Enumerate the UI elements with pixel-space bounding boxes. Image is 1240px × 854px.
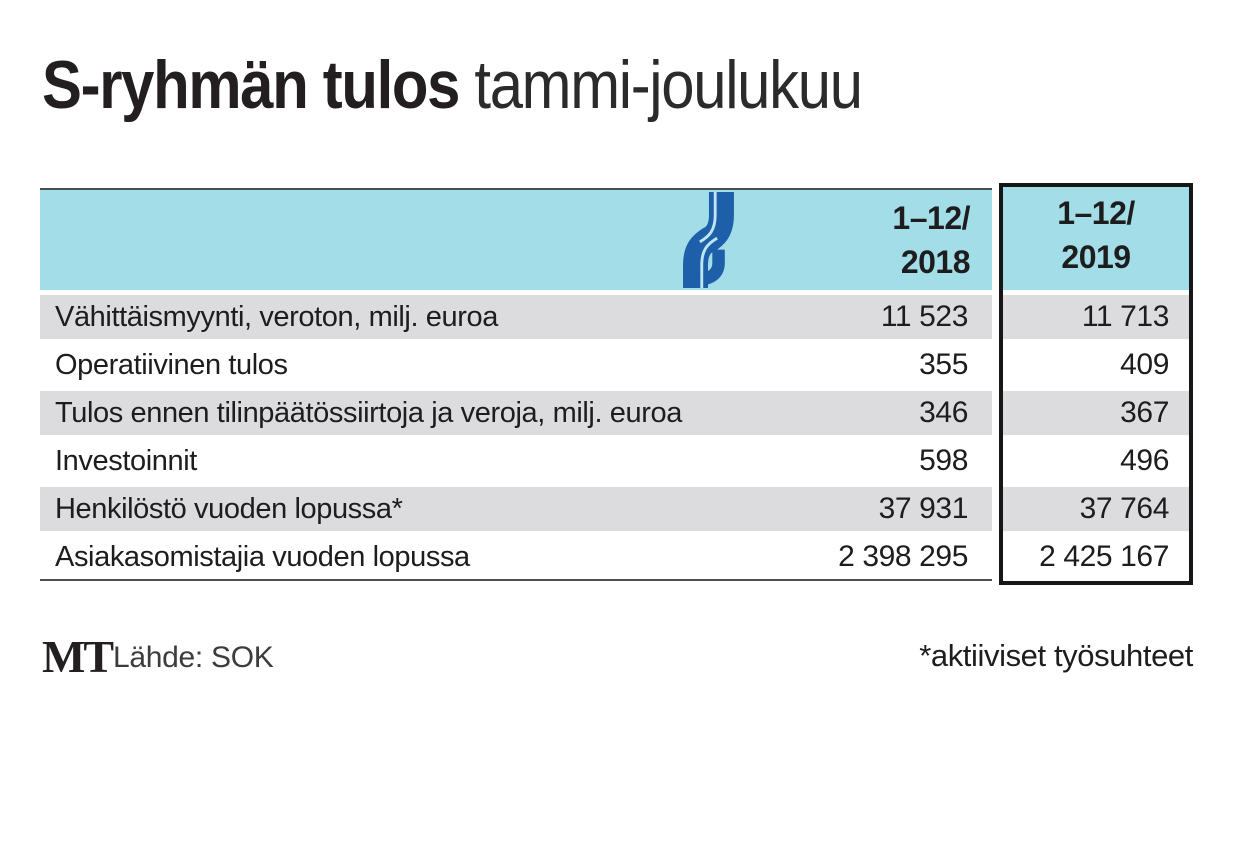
- value-2018: 11 523: [880, 300, 969, 333]
- column-2019-highlight-box: 1–12/ 2019 11 713 409 367 496 37 764 2 4…: [999, 183, 1193, 585]
- row-label: Tulos ennen tilinpäätössiirtoja ja veroj…: [55, 396, 682, 429]
- s-group-logo-icon: [683, 192, 734, 288]
- table-header-row: 1–12/ 2018: [40, 190, 992, 290]
- value-2018: 37 931: [878, 492, 969, 525]
- table-row: Asiakasomistajia vuoden lopussa 2 398 29…: [40, 535, 992, 579]
- value-2018: 355: [919, 348, 968, 381]
- results-table: 1–12/ 2018 Vähittäismyynti, veroton, mil…: [40, 183, 1193, 590]
- table-row: Tulos ennen tilinpäätössiirtoja ja veroj…: [40, 391, 992, 435]
- page-title: S-ryhmän tulos tammi-joulukuu: [42, 47, 863, 123]
- table-row: Vähittäismyynti, veroton, milj. euroa 11…: [40, 295, 992, 339]
- source-label: Lähde: SOK: [113, 641, 274, 674]
- row-label: Henkilöstö vuoden lopussa*: [55, 492, 403, 525]
- table-row: Henkilöstö vuoden lopussa* 37 931: [40, 487, 992, 531]
- row-label: Operatiivinen tulos: [55, 348, 288, 381]
- row-label: Investoinnit: [55, 444, 197, 477]
- table-row: Investoinnit 598: [40, 439, 992, 483]
- value-2019: 11 713: [1003, 295, 1189, 339]
- table-row: Operatiivinen tulos 355: [40, 343, 992, 387]
- column-header-2018: 1–12/ 2018: [892, 196, 970, 284]
- page-title-main: S-ryhmän tulos: [42, 47, 460, 123]
- value-2019: 37 764: [1003, 487, 1189, 531]
- value-2019: 409: [1120, 348, 1169, 381]
- column-header-2018-period: 1–12/: [892, 200, 970, 236]
- page-title-sub: tammi-joulukuu: [459, 47, 863, 123]
- value-2018: 346: [919, 396, 968, 429]
- row-label: Vähittäismyynti, veroton, milj. euroa: [55, 300, 498, 333]
- value-2018: 598: [919, 444, 968, 477]
- footnote: *aktiiviset työsuhteet: [919, 638, 1193, 673]
- column-header-2019: 1–12/ 2019: [1003, 187, 1189, 290]
- value-2019: 2 425 167: [1039, 540, 1169, 573]
- value-2018: 2 398 295: [838, 540, 968, 573]
- mt-newspaper-logo: MT: [42, 631, 114, 682]
- column-header-2019-year: 2019: [1061, 239, 1131, 276]
- results-table-main: 1–12/ 2018 Vähittäismyynti, veroton, mil…: [40, 188, 992, 581]
- column-header-2018-year: 2018: [900, 244, 971, 281]
- value-2019: 496: [1120, 444, 1169, 477]
- value-2019: 367: [1003, 391, 1189, 435]
- row-label: Asiakasomistajia vuoden lopussa: [55, 540, 470, 573]
- column-header-2019-period: 1–12/: [1057, 195, 1135, 231]
